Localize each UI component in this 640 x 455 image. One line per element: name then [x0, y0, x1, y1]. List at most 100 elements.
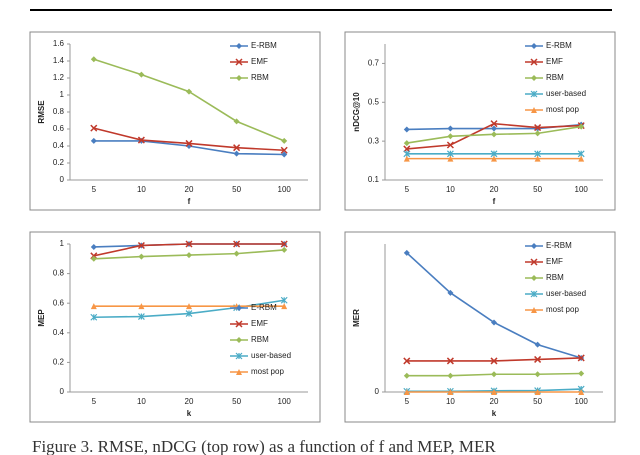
point: [236, 337, 242, 343]
legend-label: RBM: [251, 73, 269, 82]
x-tick-label: 5: [92, 397, 97, 406]
point: [530, 290, 538, 298]
point: [534, 124, 542, 132]
x-tick-label: 100: [575, 397, 589, 406]
y-axis-label: MER: [352, 309, 361, 327]
y-tick-label: 0.6: [53, 298, 65, 307]
x-tick-label: 20: [185, 185, 194, 194]
series: [90, 240, 288, 260]
y-tick-label: 0.7: [368, 59, 380, 68]
y-tick-label: 1: [60, 239, 65, 248]
point: [90, 313, 98, 321]
series: [90, 56, 288, 144]
legend-label: most pop: [546, 105, 579, 114]
point: [578, 389, 585, 395]
point: [233, 250, 240, 257]
legend-label: EMF: [251, 319, 268, 328]
point: [233, 118, 240, 125]
point: [280, 146, 288, 154]
point: [534, 389, 541, 395]
legend-label: E-RBM: [251, 303, 277, 312]
point: [137, 313, 145, 320]
y-axis-label: nDCG@10: [352, 92, 361, 132]
point: [403, 372, 410, 379]
panel: [29, 231, 321, 423]
y-tick-label: 0.5: [368, 97, 380, 106]
point: [491, 155, 497, 162]
point: [90, 255, 97, 262]
point: [534, 341, 541, 348]
point: [490, 120, 498, 128]
y-tick-label: 0.4: [53, 328, 65, 337]
legend-label: EMF: [546, 57, 563, 66]
x-tick-label: 10: [446, 397, 455, 406]
x-tick-label: 50: [533, 397, 542, 406]
point: [446, 357, 454, 365]
x-tick-label: 50: [533, 185, 542, 194]
point: [233, 150, 240, 157]
x-tick-label: 10: [137, 397, 146, 406]
y-tick-label: 1.2: [53, 73, 65, 82]
point: [491, 389, 497, 395]
x-tick-label: 5: [92, 185, 97, 194]
legend-label: most pop: [546, 305, 579, 314]
point: [90, 137, 97, 144]
point: [447, 389, 454, 395]
x-axis-label: f: [188, 197, 191, 206]
point: [534, 130, 541, 137]
point: [137, 136, 145, 144]
point: [447, 155, 454, 162]
x-tick-label: 50: [232, 397, 241, 406]
point: [403, 389, 410, 395]
x-axis-label: k: [187, 409, 192, 418]
point: [490, 357, 498, 365]
y-tick-label: 0: [60, 387, 65, 396]
legend-label: EMF: [251, 57, 268, 66]
point: [530, 258, 538, 266]
caption: Figure 3. RMSE, nDCG (top row) as a func…: [32, 437, 496, 455]
point: [447, 289, 454, 296]
point: [531, 107, 537, 113]
point: [281, 246, 288, 253]
point: [403, 140, 410, 147]
point: [90, 303, 97, 310]
series: [90, 124, 288, 154]
point: [90, 124, 98, 132]
point: [531, 243, 537, 249]
y-tick-label: 0.3: [368, 136, 380, 145]
point: [90, 243, 97, 250]
point: [235, 320, 243, 328]
point: [403, 145, 411, 153]
point: [281, 137, 288, 144]
legend-label: user-based: [546, 89, 586, 98]
x-tick-label: 5: [405, 185, 410, 194]
point: [185, 240, 193, 248]
y-tick-label: 0: [60, 175, 65, 184]
y-tick-label: 0.8: [53, 269, 65, 278]
y-tick-label: 0.4: [53, 141, 65, 150]
series: [403, 389, 585, 395]
point: [233, 144, 241, 152]
y-tick-label: 0.1: [368, 175, 380, 184]
point: [491, 125, 497, 132]
point: [280, 296, 288, 304]
point: [185, 139, 193, 147]
legend-label: RBM: [251, 335, 269, 344]
point: [235, 352, 243, 360]
x-tick-label: 20: [490, 185, 499, 194]
point: [138, 71, 145, 78]
point: [491, 131, 497, 138]
point: [186, 303, 192, 310]
point: [281, 303, 288, 310]
point: [534, 155, 541, 162]
point: [447, 133, 454, 140]
legend-label: user-based: [546, 289, 586, 298]
point: [236, 43, 242, 49]
legend-label: E-RBM: [546, 241, 572, 250]
point: [447, 372, 454, 379]
y-tick-label: 1: [60, 90, 65, 99]
y-tick-label: 0: [375, 387, 380, 396]
panel: [29, 31, 321, 211]
x-tick-label: 100: [278, 397, 292, 406]
point: [137, 241, 145, 250]
